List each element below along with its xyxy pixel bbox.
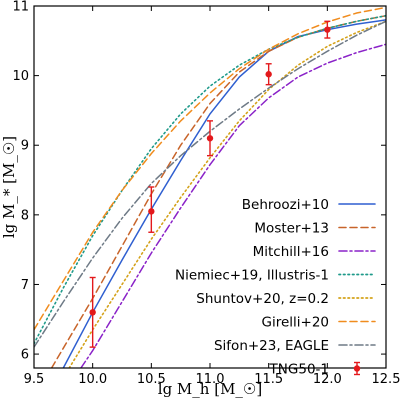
legend-label-tng50-1: TNG50-1 <box>269 362 329 378</box>
x-tick-label: 9.5 <box>24 372 45 387</box>
x-axis-label: lg M_h [M_☉] <box>158 380 262 398</box>
x-tick-label: 10.5 <box>137 372 166 387</box>
tng50-point <box>148 208 155 215</box>
x-tick-label: 10.0 <box>78 372 107 387</box>
series-line-moster-13 <box>50 14 386 368</box>
legend-label-moster-13: Moster+13 <box>254 221 329 237</box>
legend-label-behroozi-10: Behroozi+10 <box>242 197 329 213</box>
y-tick-label: 6 <box>21 348 29 363</box>
x-tick-label: 12.5 <box>372 372 400 387</box>
legend: Behroozi+10 Moster+13 Mitchill+16 Niemiec+1… <box>175 197 376 378</box>
tng50-point <box>89 309 96 316</box>
y-tick-label: 11 <box>12 0 29 15</box>
legend-swatch-tng50-1 <box>353 365 361 372</box>
y-tick-label: 7 <box>21 278 29 293</box>
series-line-shuntov-20-z-0-2 <box>68 20 386 368</box>
y-tick-label: 9 <box>21 139 29 154</box>
y-tick-label: 8 <box>21 208 29 223</box>
legend-label-mitchill-16: Mitchill+16 <box>253 244 329 260</box>
y-axis-label: lg M_* [M_☉] <box>0 136 18 238</box>
y-tick-label: 10 <box>12 69 29 84</box>
legend-label-girelli-20: Girelli+20 <box>261 315 329 331</box>
legend-label-shuntov-20-z-0-2: Shuntov+20, z=0.2 <box>196 291 329 307</box>
x-tick-label: 11.5 <box>254 372 283 387</box>
axis-ticks: 9.5 10.0 10.5 11.0 11.5 12.0 12.5 6 7 8 9 10 11 <box>12 0 400 387</box>
x-tick-label: 12.0 <box>313 372 342 387</box>
series-line-behroozi-10 <box>62 19 386 368</box>
legend-label-sifon-23-eagle: Sifon+23, EAGLE <box>214 338 329 354</box>
data-points <box>89 20 331 348</box>
series-lines <box>34 6 386 368</box>
legend-label-niemiec-19-illustris-1: Niemiec+19, Illustris-1 <box>175 268 329 284</box>
tng50-point <box>265 71 272 78</box>
tng50-point <box>324 26 331 33</box>
tng50-point <box>206 135 214 142</box>
x-tick-label: 11.0 <box>196 372 225 387</box>
series-line-mitchill-16 <box>80 43 386 368</box>
